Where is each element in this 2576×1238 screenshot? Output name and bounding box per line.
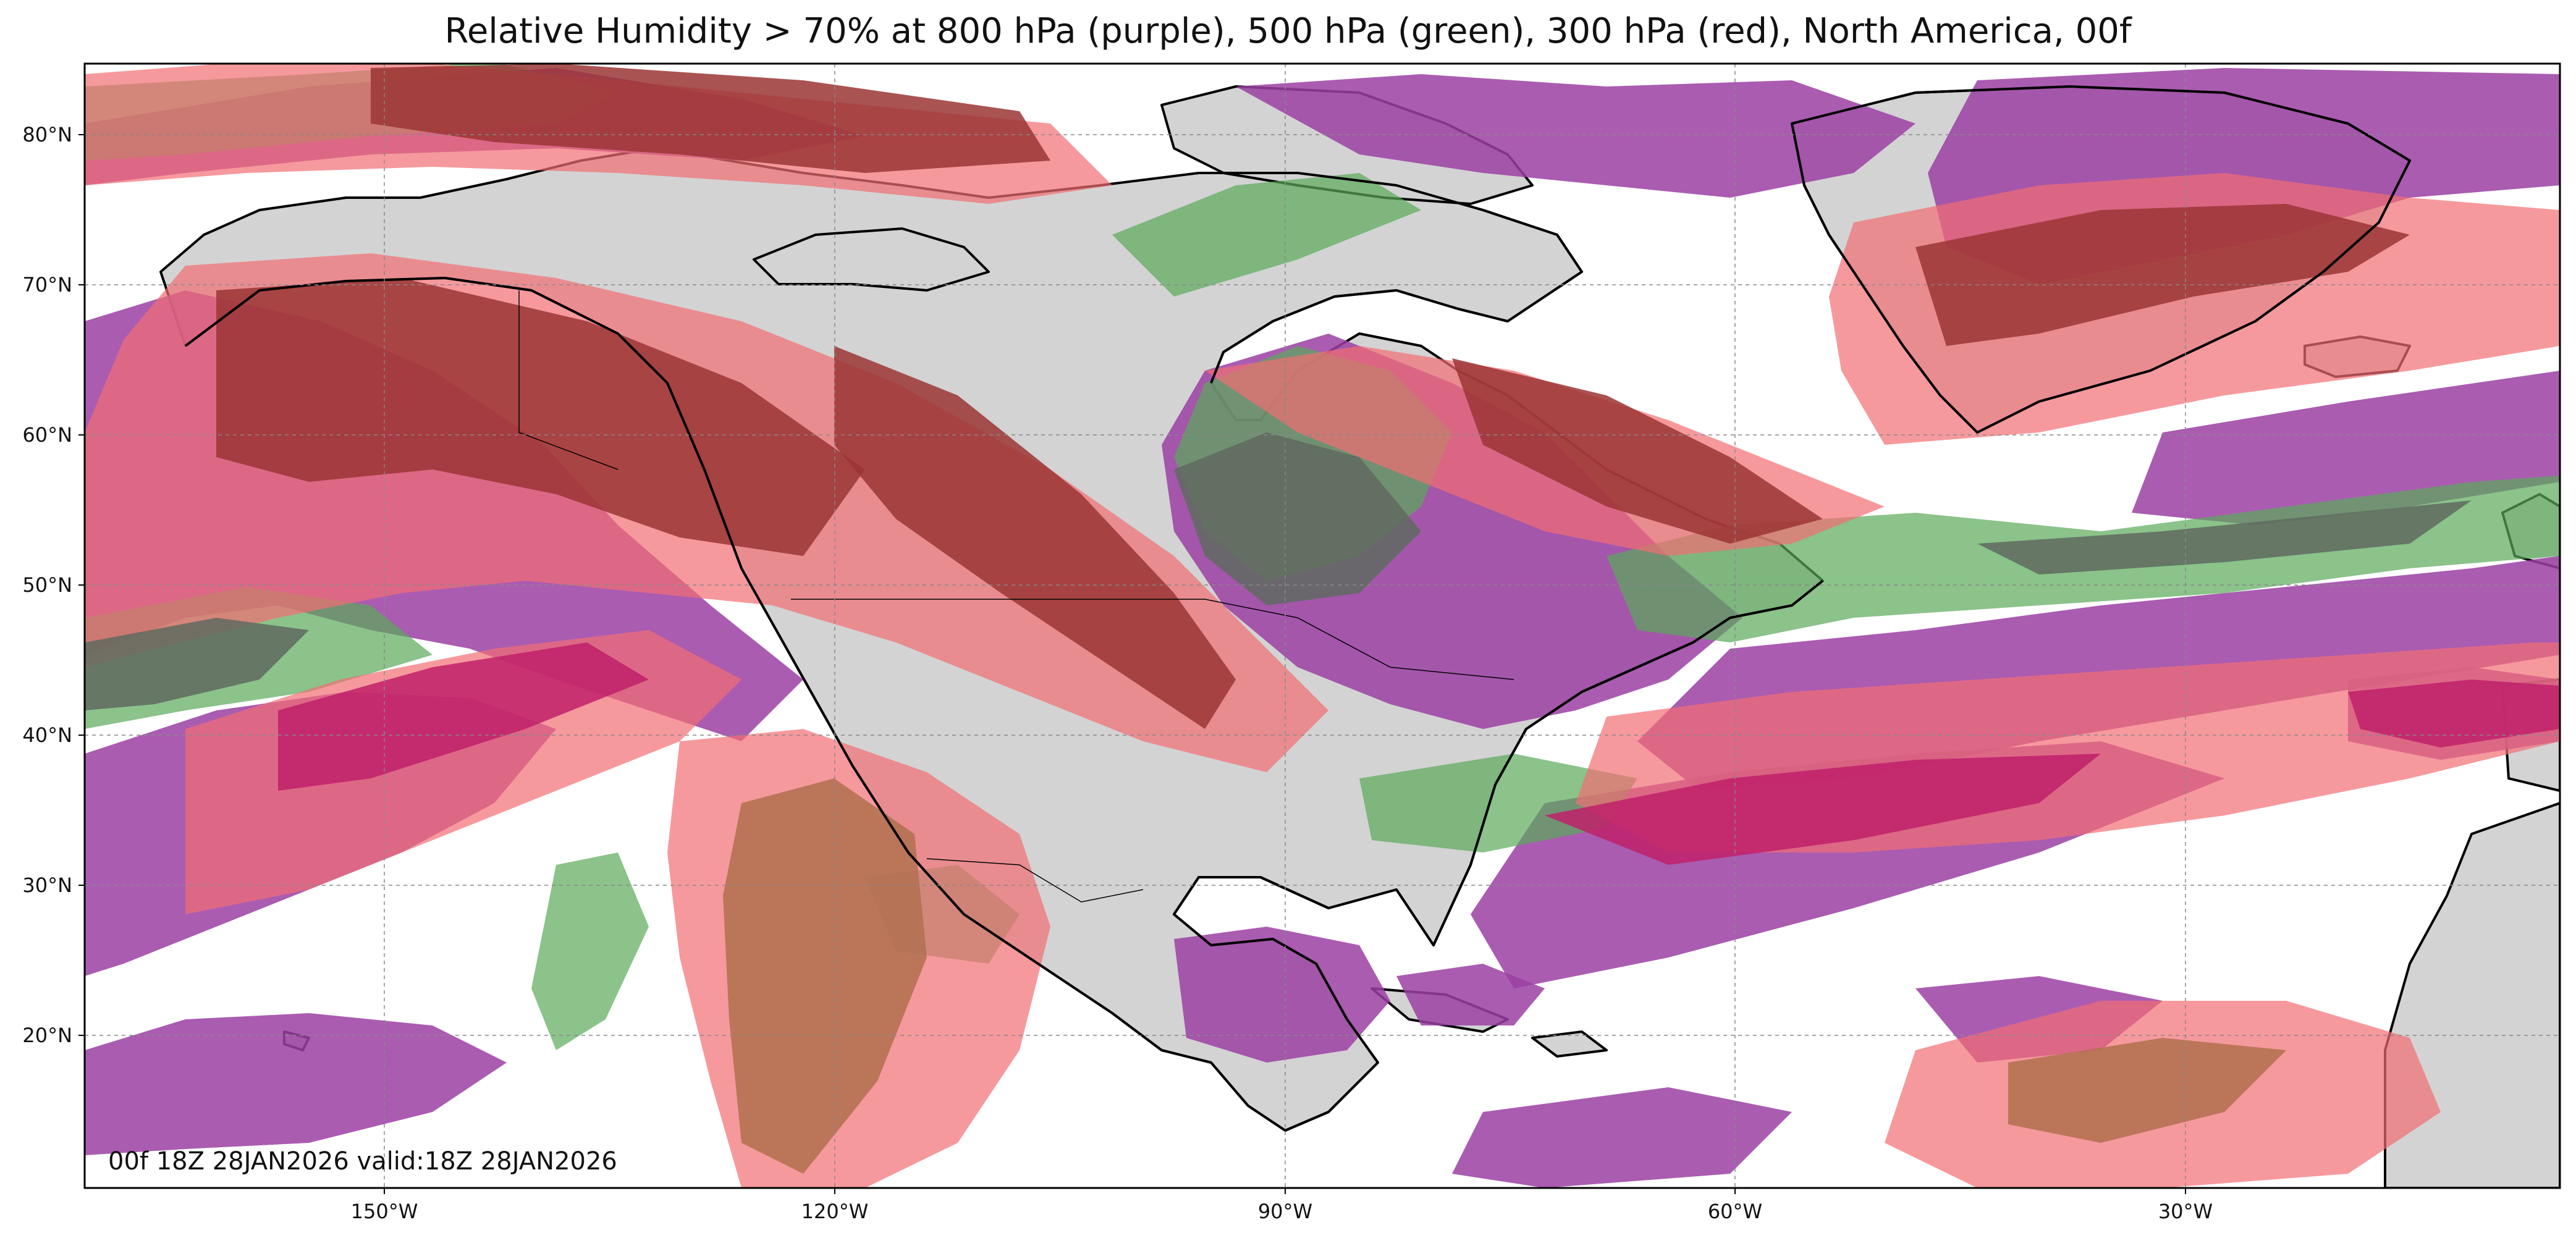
map-plot-area — [85, 64, 2560, 1188]
lon-tick-120w: 120°W — [801, 1200, 869, 1223]
border-layer — [518, 290, 1514, 903]
lon-tick-150w: 150°W — [351, 1200, 418, 1223]
lat-tick-labels: 80°N 70°N 60°N 50°N 40°N 30°N 20°N — [22, 123, 85, 1047]
hispaniola-land — [1531, 1030, 1608, 1058]
lon-tick-labels: 150°W 120°W 90°W 60°W 30°W — [351, 1188, 2213, 1223]
lon-tick-30w: 30°W — [2158, 1200, 2213, 1223]
lat-tick-50n: 50°N — [22, 573, 72, 597]
lon-tick-90w: 90°W — [1258, 1200, 1312, 1223]
valid-time-label: 00f 18Z 28JAN2026 valid:18Z 28JAN2026 — [108, 1147, 617, 1176]
lat-tick-20n: 20°N — [22, 1024, 72, 1047]
lat-tick-70n: 70°N — [22, 273, 72, 297]
rh-overlap-layer — [85, 64, 2560, 1174]
arctic-islands-land — [753, 227, 990, 292]
map-border — [83, 62, 2561, 1189]
map-title: Relative Humidity > 70% at 800 hPa (purp… — [444, 11, 2132, 51]
coastline-layer — [184, 85, 2411, 1132]
lat-tick-80n: 80°N — [22, 123, 72, 146]
lat-tick-40n: 40°N — [22, 723, 72, 747]
lat-tick-60n: 60°N — [22, 423, 72, 447]
lat-tick-30n: 30°N — [22, 874, 72, 897]
gridlines — [85, 64, 2560, 1188]
lon-tick-60w: 60°W — [1708, 1200, 1762, 1223]
